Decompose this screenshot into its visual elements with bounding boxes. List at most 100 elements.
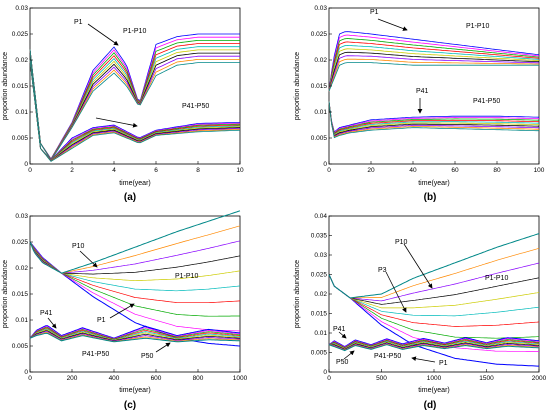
x-tick-label: 0 [327,167,331,174]
panel-label: (b) [424,192,437,203]
series-line-p1-p10 [328,62,539,92]
series-line-intermediate [29,240,241,274]
series-line-p41-p50 [29,59,240,162]
series-line-p41-p50 [29,59,241,161]
series-line-p1-p10 [328,55,540,92]
plot-frame [328,215,540,373]
series-line-intermediate [29,326,241,339]
x-tick-label: 1000 [427,375,442,382]
series-line-p1-p10 [328,51,540,92]
y-tick-label: 0.005 [12,343,29,350]
series-line-p41-p50 [328,101,540,133]
panel-label: (c) [124,400,136,411]
x-tick-label: 80 [493,167,501,174]
series-line-p41-p50 [328,101,540,137]
series-line-p1-p10 [328,58,539,92]
x-tick-label: 4 [112,167,116,174]
series-line-intermediate [29,241,241,275]
series-line-intermediate [29,241,240,317]
series-line-p41-p50 [29,59,241,161]
x-axis-label: time(year) [119,180,151,187]
panel-label: (a) [124,192,136,203]
series-line-intermediate [328,274,540,317]
y-axis-label: proportion abundance [2,52,9,120]
x-axis-label: time(year) [418,387,450,394]
annotation-p41-p50: P41-P50 [95,103,209,128]
annotation-text: P41-P50 [182,103,209,110]
annotation-p1-p10: P1-P10 [485,275,508,282]
annotation-text: P3 [378,267,387,274]
annotation-p1-p10: P1-P10 [466,23,489,30]
annotation-p1: P1 [74,19,119,46]
series-line-p1-p10 [328,34,540,92]
y-tick-label: 0.015 [311,311,328,318]
annotation-p1-p10: P1-P10 [175,273,198,280]
annotation-p3: P3 [378,267,407,313]
series-line-p10 [29,210,241,274]
x-tick-label: 400 [109,375,120,382]
y-tick-label: 0.04 [314,213,327,220]
y-tick-label: 0.025 [12,31,29,38]
panel-a: 0 2 4 6 8 10 0 0.005 0.01 0.015 0.02 0.025 0.03 time… [2,5,244,203]
series-line-p1-p10 [328,48,540,92]
series-lines [328,233,540,367]
series-line-p1-p10 [328,31,540,92]
x-tick-label: 0 [327,375,331,382]
annotation-p50: P50 [141,342,171,360]
y-tick-label: 0.02 [15,265,28,272]
annotation-arrow [411,356,436,363]
annotation-p10: P10 [395,239,433,289]
annotation-p41: P41 [333,326,347,339]
series-line-p50 [29,332,241,343]
series-line-intermediate [328,274,539,339]
annotation-p41-p50: P41-P50 [473,98,500,105]
series-line-intermediate [29,331,241,342]
series-line-intermediate [328,274,540,305]
x-axis-label: time(year) [119,387,151,394]
panel-d: 0 500 1000 1500 2000 0 0.005 0.01 0.015 0.02 0.025… [294,213,547,411]
annotation-text: P10 [395,239,408,246]
series-line-intermediate [29,241,241,292]
axis-ticks: 0 200 400 600 800 1000 0 0.005 0.01 0.015 0.02 0.02… [12,213,248,382]
annotation-p50: P50 [336,350,355,366]
plot-frame [328,7,540,165]
annotation-text: P10 [72,243,85,250]
x-tick-label: 8 [196,167,200,174]
series-line-p41-p50 [328,101,539,139]
x-tick-label: 2000 [532,375,547,382]
y-tick-label: 0.02 [314,291,327,298]
plot-frame [29,215,241,373]
y-tick-label: 0.035 [311,233,328,240]
annotation-p41: P41 [40,310,57,329]
x-tick-label: 600 [151,375,162,382]
y-tick-label: 0.025 [311,31,328,38]
annotation-p41-p50: P41-P50 [82,351,109,358]
y-tick-label: 0.03 [15,213,28,220]
series-line-p41-p50 [29,59,241,162]
annotation-arrow [95,117,138,128]
annotation-arrow [155,342,171,353]
series-lines [29,33,241,162]
series-line-p41-p50 [29,59,241,162]
annotation-arrow [343,350,355,360]
series-line-p41 [29,325,241,339]
x-tick-label: 20 [367,167,375,174]
annotation-p1: P1 [97,303,135,324]
y-tick-label: 0.02 [314,57,327,64]
annotation-text: P1 [74,19,83,26]
x-axis-label: time(year) [418,180,450,187]
annotation-arrow [109,303,135,319]
axis-ticks: 0 2 4 6 8 10 0 0.005 0.01 0.015 0.02 0.025 0.03 [12,5,244,174]
y-tick-label: 0 [24,161,28,168]
x-tick-label: 100 [534,167,545,174]
series-line-intermediate [328,339,540,349]
panel-c: 0 200 400 600 800 1000 0 0.005 0.01 0.015 0.02 0.02… [2,210,248,411]
annotation-p41-p50: P41-P50 [374,353,401,360]
series-line-intermediate [29,332,240,342]
x-tick-label: 6 [154,167,158,174]
series-line-p41-p50 [29,59,240,161]
annotation-text: P41 [416,88,429,95]
x-tick-label: 1500 [479,375,494,382]
y-tick-label: 0.015 [311,83,328,90]
series-line-p41-p50 [328,101,539,137]
